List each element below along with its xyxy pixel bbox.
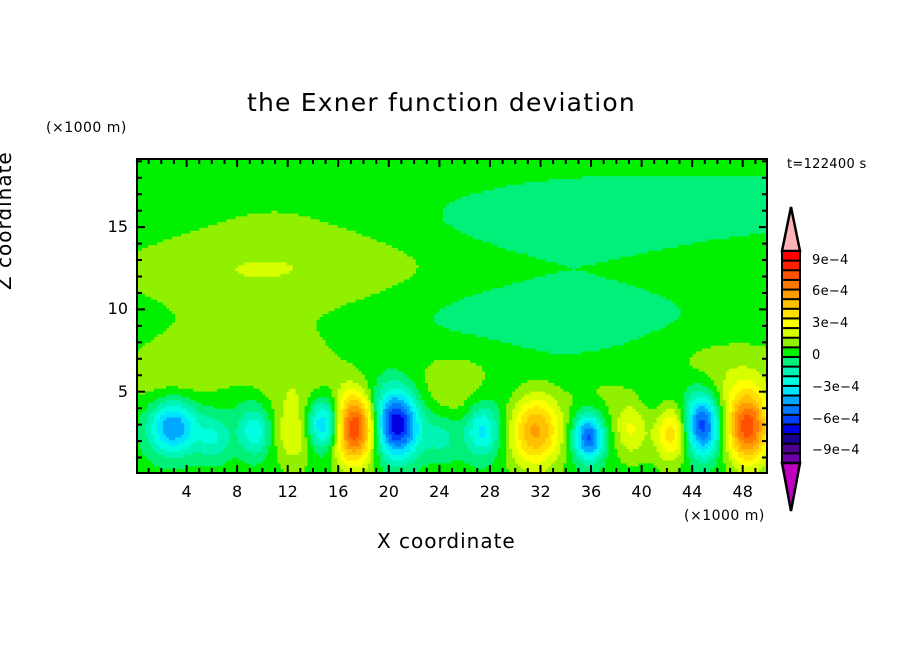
timestamp-label: t=122400 s [787,157,867,172]
colorbar-band [781,356,801,369]
y-axis-title: Z coordinate [0,151,16,290]
colorbar-band [781,250,801,263]
colorbar-band [781,413,801,426]
x-tick-label: 32 [530,482,551,501]
y-tick-label: 15 [107,217,128,237]
colorbar-band [781,423,801,436]
colorbar-tick-label: 3e−4 [812,316,849,332]
colorbar-band [781,336,801,349]
colorbar-band [781,288,801,301]
colorbar-under-cap [780,461,802,512]
x-tick-label: 8 [232,482,243,501]
contour-field [136,158,768,474]
colorbar [780,206,802,512]
contour-plot [136,158,768,474]
x-tick-label: 36 [580,482,602,501]
x-tick-label: 20 [378,482,399,501]
x-tick-label: 40 [631,482,652,501]
colorbar-band [781,307,801,320]
colorbar-band [781,278,801,291]
colorbar-tick-label: −9e−4 [812,443,860,459]
page-title: the Exner function deviation [247,88,636,117]
x-axis-unit-label: (×1000 m) [684,508,765,524]
y-axis-unit-label: (×1000 m) [46,120,127,136]
colorbar-band [781,327,801,340]
y-tick-label: 5 [117,381,128,401]
colorbar-tick-label: −6e−4 [812,411,860,427]
plot-frame [136,158,768,474]
colorbar-band [781,375,801,388]
colorbar-band [781,365,801,378]
colorbar-over-cap [780,206,802,253]
colorbar-tick-label: 0 [812,348,821,363]
colorbar-band [781,317,801,330]
colorbar-band [781,433,801,446]
colorbar-tick-label: 9e−4 [812,252,849,268]
x-axis-title: X coordinate [377,529,516,553]
x-tick-label: 24 [429,482,450,501]
colorbar-band [781,404,801,417]
x-tick-label: 48 [732,482,753,501]
colorbar-tick-label: 6e−4 [812,284,849,300]
colorbar-tick-label: −3e−4 [812,379,860,395]
colorbar-band [781,269,801,282]
colorbar-band [781,346,801,359]
x-tick-label: 28 [479,482,501,501]
colorbar-band [781,442,801,455]
colorbar-band [781,384,801,397]
x-tick-label: 44 [681,482,703,501]
colorbar-band [781,298,801,311]
y-tick-label: 10 [107,299,128,319]
x-tick-label: 16 [328,482,349,501]
colorbar-band [781,259,801,272]
x-tick-label: 12 [277,482,298,501]
colorbar-band [781,394,801,407]
x-tick-label: 4 [181,482,192,501]
